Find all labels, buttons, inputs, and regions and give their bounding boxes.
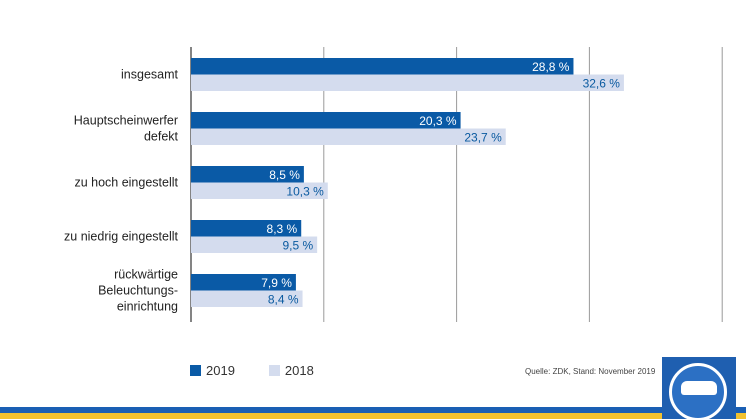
bar-2018 (191, 128, 506, 145)
data-label-2019: 7,9 % (261, 276, 292, 290)
data-label-2018: 23,7 % (464, 130, 502, 144)
footer-stripe-blue (0, 407, 746, 413)
bar-2018 (191, 290, 303, 307)
bar-2018 (191, 182, 328, 199)
legend-swatch-2019 (190, 365, 201, 376)
data-label-2019: 8,3 % (267, 222, 298, 236)
bar-2019 (191, 58, 574, 75)
legend-item-2018: 2018 (268, 363, 314, 378)
legend-label-2019: 2019 (206, 363, 235, 378)
bar-2018 (191, 74, 624, 91)
data-label-2019: 28,8 % (532, 60, 570, 74)
bar-2019 (191, 166, 304, 183)
legend: 2019 2018 (190, 363, 314, 378)
footer-stripe-yellow (0, 413, 746, 419)
category-label: rückwärtige Beleuchtungs-einrichtung (98, 268, 178, 314)
car-icon (681, 381, 717, 395)
bar-chart: insgesamt 32,6 % 28,8 % Hauptscheinwerfer de… (64, 47, 723, 322)
data-label-2018: 8,4 % (268, 292, 299, 306)
legend-item-2019: 2019 (190, 363, 235, 378)
data-label-2018: 10,3 % (286, 184, 324, 198)
category-label: zu hoch eingestellt (74, 176, 178, 190)
category-label: zu niedrig eingestellt (64, 230, 178, 244)
source-note: Quelle: ZDK, Stand: November 2019 (525, 367, 656, 376)
data-label-2019: 20,3 % (419, 114, 457, 128)
category-label: Hauptscheinwerfer defekt (74, 114, 179, 144)
data-label-2018: 9,5 % (282, 238, 313, 252)
data-label-2019: 8,5 % (269, 168, 300, 182)
bar-2018 (191, 236, 318, 253)
legend-swatch-2018 (268, 365, 280, 376)
legend-label-2018: 2018 (284, 363, 314, 378)
category-label: insgesamt (121, 68, 178, 82)
data-label-2018: 32,6 % (583, 76, 621, 90)
bar-2019 (191, 274, 296, 291)
bar-2019 (191, 220, 302, 237)
kraftfahrzeug-gewerbe-logo-icon (662, 357, 736, 419)
logo-ring (669, 363, 727, 419)
bar-2019 (191, 112, 461, 129)
